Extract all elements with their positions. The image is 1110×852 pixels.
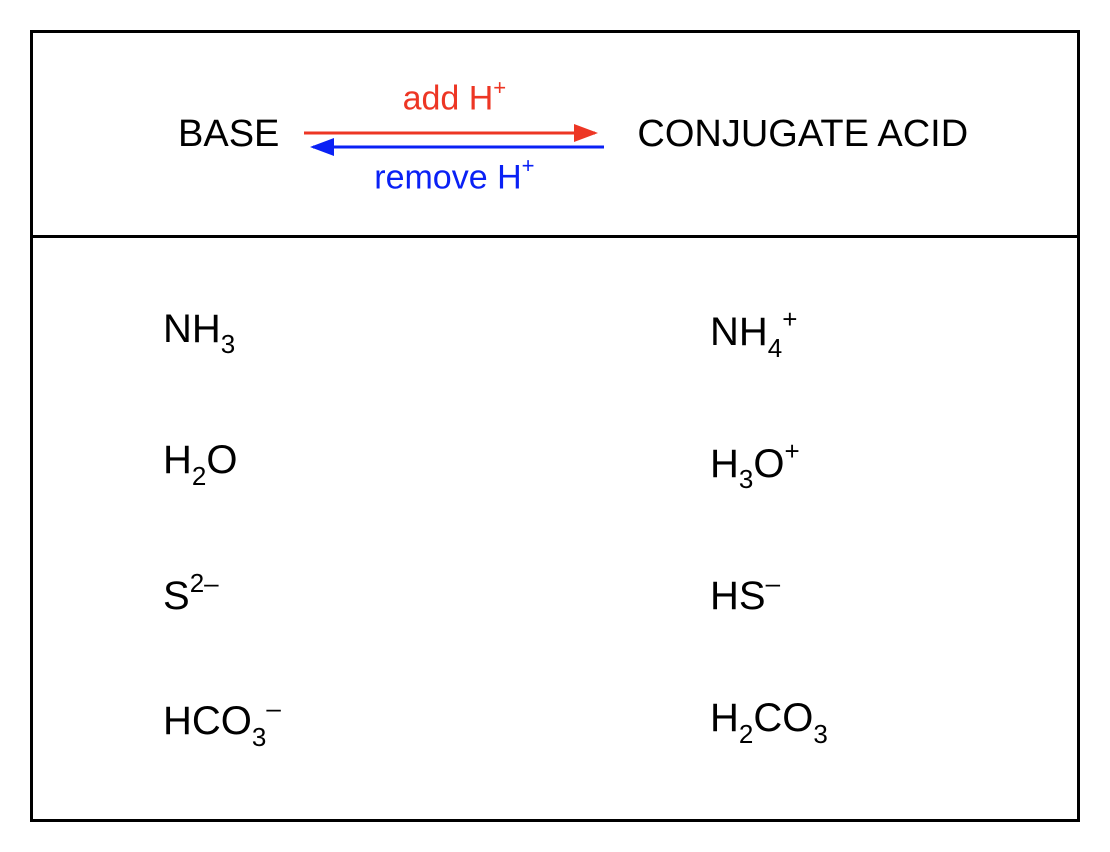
remove-label-super: + — [522, 153, 535, 178]
body-section: NH3 NH4+ H2O H3O+ S2– HS– HCO3– H2CO3 — [33, 238, 1077, 819]
diagram-container: BASE add H+ — [30, 30, 1080, 822]
remove-label-text: remove H — [374, 158, 521, 196]
base-species: NH3 — [33, 307, 555, 361]
arrow-section: add H+ remove H+ — [299, 69, 609, 199]
header-section: BASE add H+ — [33, 33, 1077, 238]
header-content: BASE add H+ — [33, 69, 1077, 199]
species-row: H2O H3O+ — [33, 438, 1077, 492]
add-proton-label: add H+ — [403, 77, 507, 118]
base-column-header: BASE — [178, 113, 279, 156]
chemical-formula: H3O+ — [710, 442, 800, 486]
add-label-super: + — [493, 75, 506, 100]
chemical-formula: HS– — [710, 574, 780, 618]
base-species: H2O — [33, 438, 555, 492]
conjugate-acid-species: H2CO3 — [555, 696, 1077, 750]
chemical-formula: H2O — [163, 438, 237, 482]
base-species: S2– — [33, 570, 555, 618]
conjugate-acid-column-header: CONJUGATE ACID — [637, 113, 968, 156]
species-row: NH3 NH4+ — [33, 307, 1077, 361]
chemical-formula: NH4+ — [710, 310, 797, 354]
chemical-formula: S2– — [163, 574, 219, 618]
conjugate-acid-species: H3O+ — [555, 438, 1077, 492]
species-row: S2– HS– — [33, 570, 1077, 618]
base-species: HCO3– — [33, 696, 555, 750]
species-row: HCO3– H2CO3 — [33, 696, 1077, 750]
reaction-arrows-icon — [299, 119, 609, 159]
chemical-formula: HCO3– — [163, 699, 281, 743]
conjugate-acid-species: HS– — [555, 570, 1077, 618]
chemical-formula: NH3 — [163, 307, 235, 351]
add-label-text: add H — [403, 79, 494, 117]
chemical-formula: H2CO3 — [710, 696, 828, 740]
conjugate-acid-species: NH4+ — [555, 307, 1077, 361]
remove-proton-label: remove H+ — [374, 156, 534, 197]
